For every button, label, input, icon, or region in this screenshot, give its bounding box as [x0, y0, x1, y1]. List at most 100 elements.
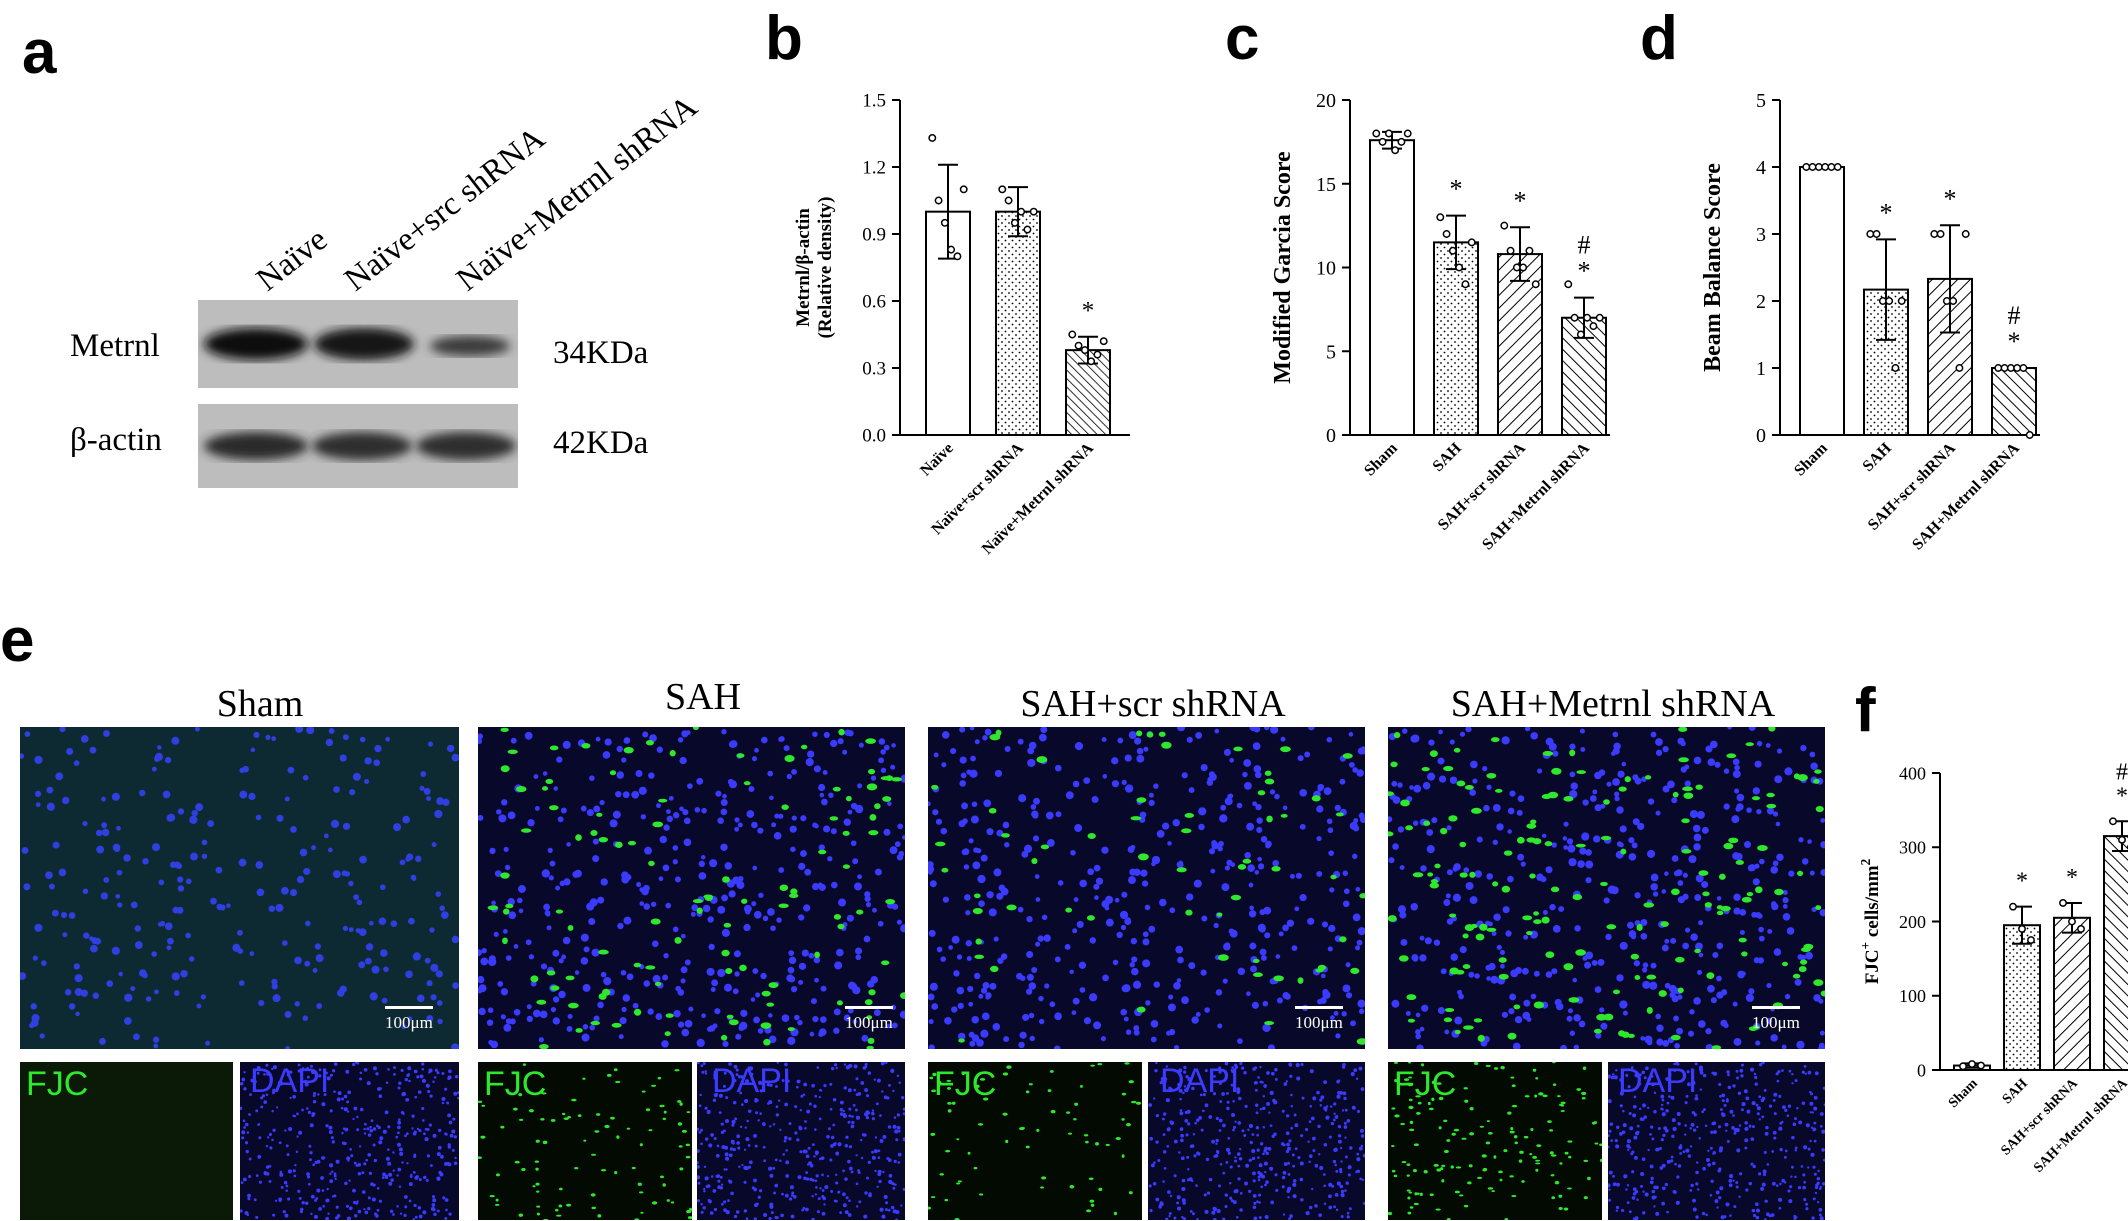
data-point	[1802, 163, 1811, 171]
cell-texture	[928, 1062, 1142, 1220]
data-point	[1814, 163, 1823, 171]
data-point	[1391, 146, 1400, 155]
dapi-label-metrnl: DAPI	[1618, 1062, 1698, 1100]
cell-texture	[697, 1062, 905, 1220]
dapi-image-sah	[697, 1062, 905, 1220]
fjc-image-sham	[20, 1062, 233, 1220]
x-tick-label-sham: Sham	[1946, 1076, 1981, 1111]
panel-letter-c: c	[1225, 4, 1260, 73]
data-point	[2068, 917, 2076, 926]
panel-letter-d: d	[1640, 4, 1678, 73]
scale-bar-metrnl: 100μm	[1752, 1006, 1800, 1033]
y-tick-label: 10	[1316, 258, 1336, 280]
lane-label-naive: Naïve	[250, 221, 335, 299]
chart-f: 0 100 200 300 400 FJC+ cells/mm2 Sham * SAH * SAH+…	[1858, 759, 2128, 1176]
y-tick-label: 0.3	[862, 359, 886, 380]
band-actin-1	[204, 432, 308, 460]
y-axis-label: Beam Balance Score	[1700, 163, 1726, 372]
significance-hash: #	[2008, 301, 2021, 330]
y-tick-label: 1	[1756, 358, 1766, 380]
dapi-image-scr	[1148, 1062, 1365, 1220]
y-axis-label: Metrnl/β-actin (Relative density)	[793, 197, 836, 339]
data-point	[1977, 1061, 1985, 1070]
y-tick-label: 5	[1326, 341, 1336, 363]
y-tick-label: 1.2	[862, 158, 886, 179]
svg-text:Modified Garcia Score: Modified Garcia Score	[1270, 151, 1296, 384]
x-tick-label-sah-metrnl-shrna: SAH+Metrnl shRNA	[2031, 1076, 2128, 1176]
bar-sah-metrnl-shrna	[1991, 367, 2037, 436]
panel-letter-e: e	[0, 606, 35, 675]
y-tick-label: 2	[1756, 291, 1766, 313]
significance-star: *	[1578, 257, 1591, 286]
data-point	[1949, 297, 1958, 305]
data-point	[1959, 1062, 1967, 1071]
scale-bar-scr: 100μm	[1295, 1006, 1343, 1033]
significance-hash: #	[2116, 759, 2128, 785]
x-tick-label-na-ve: Naïve	[917, 440, 957, 480]
fjc-image-sah	[478, 1062, 692, 1220]
blot-strip-actin	[198, 404, 518, 488]
x-tick-label-sham: Sham	[1791, 439, 1831, 479]
data-point	[1570, 313, 1579, 322]
data-point	[1093, 350, 1102, 359]
data-point	[1087, 357, 1096, 366]
data-point	[1403, 129, 1412, 138]
significance-star: *	[2016, 869, 2028, 895]
svg-text:(Relative density): (Relative density)	[815, 197, 836, 339]
data-point	[1891, 364, 1900, 372]
data-point	[2025, 431, 2034, 439]
y-tick-label: 4	[1756, 157, 1766, 179]
y-tick-label: 0	[1917, 1060, 1926, 1080]
y-tick-label: 0.9	[862, 225, 886, 246]
panel-letter-a: a	[22, 18, 57, 87]
y-tick-label: 300	[1899, 838, 1926, 858]
data-point	[947, 245, 956, 254]
significance-star: *	[2066, 865, 2078, 891]
data-point	[1080, 346, 1089, 355]
y-tick-label: 0	[1756, 425, 1766, 447]
chart-b: 0.0 0.3 0.6 0.9 1.2 1.5 Metrnl/β-actin (Relativ…	[793, 91, 1130, 558]
data-point	[1074, 341, 1083, 350]
significance-star: *	[2116, 783, 2128, 809]
y-tick-label: 5	[1756, 90, 1766, 112]
svg-text:Metrnl/β-actin: Metrnl/β-actin	[793, 208, 814, 327]
band-metrnl-1	[204, 328, 308, 360]
dapi-image-sham	[240, 1062, 459, 1220]
data-point	[1583, 313, 1592, 322]
data-point	[1372, 129, 1381, 138]
data-point	[1023, 225, 1032, 234]
y-tick-label: 0.6	[862, 292, 886, 313]
cell-texture	[1388, 727, 1825, 1049]
significance-star: *	[1514, 186, 1527, 215]
data-point	[1595, 313, 1604, 322]
data-point	[1942, 297, 1951, 305]
data-point	[1930, 230, 1939, 238]
data-point	[1968, 1060, 1976, 1069]
data-point	[1397, 137, 1406, 146]
scale-bar-sham: 100μm	[385, 1006, 433, 1033]
data-point	[953, 252, 962, 261]
data-point	[2118, 835, 2126, 844]
band-actin-2	[312, 432, 412, 460]
y-axis-label: Modified Garcia Score	[1270, 151, 1296, 384]
data-point	[1099, 337, 1108, 346]
data-point	[1500, 221, 1509, 230]
data-point	[1068, 330, 1077, 339]
data-point	[1872, 230, 1881, 238]
panel-letter-b: b	[765, 4, 803, 73]
blot-strip-metrnl	[198, 300, 518, 388]
micrograph-title-metrnl: SAH+Metrnl shRNA	[1450, 683, 1776, 725]
significance-star: *	[1450, 175, 1463, 204]
data-point	[1878, 297, 1887, 305]
data-point	[1808, 163, 1817, 171]
fjc-label-sham: FJC	[26, 1065, 89, 1103]
data-point	[1994, 364, 2003, 372]
scale-bar-label: 100μm	[1295, 1013, 1343, 1032]
significance-star: *	[1082, 298, 1095, 325]
bar-sah-scr-shrna	[2053, 916, 2091, 1071]
data-point	[1564, 280, 1573, 289]
x-tick-label-sah: SAH	[1430, 439, 1466, 475]
data-point	[1531, 280, 1540, 289]
data-point	[1378, 137, 1387, 146]
data-point	[1961, 230, 1970, 238]
